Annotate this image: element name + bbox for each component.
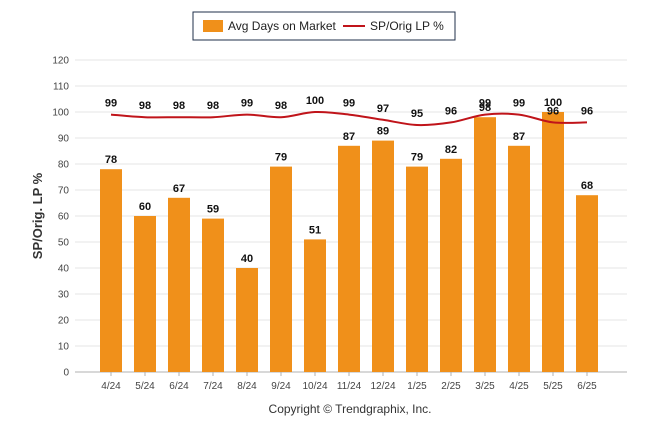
y-tick-label: 120 [52,56,69,67]
x-tick-label: 1/25 [407,381,427,392]
line-value-label: 99 [241,98,253,110]
line-value-label: 98 [275,100,287,112]
line-series [110,110,588,127]
bar-value-label: 100 [544,97,562,109]
line-series-path [110,110,588,127]
x-tick-label: 8/24 [237,381,257,392]
bar-value-label: 87 [343,131,355,143]
bar-value-label: 40 [241,253,253,265]
line-value-label: 99 [343,98,355,110]
bar [406,166,428,372]
line-value-label: 99 [105,98,117,110]
bar [202,218,224,372]
line-value-label: 98 [173,100,185,112]
bar [304,239,326,372]
y-tick-label: 30 [58,290,70,301]
bar [440,158,462,372]
bar-value-label: 68 [581,180,593,192]
bar [372,140,394,372]
line-value-label: 97 [377,103,389,115]
legend-bar-label: Avg Days on Market [228,19,336,33]
x-tick-label: 10/24 [302,381,327,392]
x-tick-label: 3/25 [475,381,495,392]
line-value-label: 96 [445,105,457,117]
y-tick-label: 0 [63,368,69,379]
x-tick-label: 7/24 [203,381,223,392]
y-tick-label: 10 [58,342,70,353]
line-value-label: 100 [306,95,324,107]
bar [338,145,360,372]
bar-value-label: 60 [139,201,151,213]
x-tick-label: 4/25 [509,381,529,392]
y-tick-label: 20 [58,316,70,327]
line-value-label: 95 [411,108,423,120]
x-tick-label: 12/24 [370,381,395,392]
x-axis-ticks: 4/24 5/24 6/24 7/24 8/24 9/24 10/24 11/24 12/24 1… [101,372,597,392]
y-tick-label: 80 [58,160,70,171]
y-tick-label: 70 [58,186,70,197]
x-tick-label: 9/24 [271,381,291,392]
y-axis-title: SP/Orig. LP % [30,172,45,259]
x-tick-label: 5/24 [135,381,155,392]
bar [100,169,122,372]
bar-value-label: 59 [207,204,219,216]
bar [576,195,598,372]
line-value-label: 96 [547,105,559,117]
bar [236,268,258,372]
bar [168,197,190,372]
x-tick-label: 2/25 [441,381,461,392]
y-tick-label: 100 [52,108,69,119]
x-tick-label: 6/25 [577,381,597,392]
bar-value-label: 98 [479,102,491,114]
y-axis-ticks: 0 10 20 30 40 50 60 70 80 90 100 110 120 [52,56,69,379]
bar-value-label: 89 [377,126,389,138]
bar [134,216,156,372]
bar-value-label: 87 [513,131,525,143]
line-value-label: 99 [479,98,491,110]
line-value-label: 98 [207,100,219,112]
bar-value-label: 82 [445,144,457,156]
chart-legend: Avg Days on Market SP/Orig LP % [192,11,456,41]
line-value-label: 96 [581,105,593,117]
bar [542,112,564,372]
line-value-label: 99 [513,98,525,110]
bar [270,166,292,372]
bar-value-label: 79 [275,152,287,164]
y-tick-label: 60 [58,212,70,223]
y-tick-label: 90 [58,134,70,145]
y-tick-label: 40 [58,264,70,275]
x-tick-label: 11/24 [337,381,362,392]
x-tick-label: 5/25 [543,381,563,392]
bar-value-label: 67 [173,183,185,195]
bar [474,117,496,372]
legend-line-label: SP/Orig LP % [370,19,444,33]
x-tick-label: 6/24 [169,381,189,392]
bar-series [100,112,598,372]
legend-box [192,11,456,41]
bar-value-label: 51 [309,224,321,236]
y-tick-label: 50 [58,238,70,249]
bar-value-label: 79 [411,152,423,164]
legend-bar-swatch [203,20,223,32]
line-value-label: 98 [139,100,151,112]
y-tick-label: 110 [53,82,69,93]
bar-value-label: 78 [105,154,117,166]
bar [508,145,530,372]
x-tick-label: 4/24 [101,381,121,392]
copyright-text: Copyright © Trendgraphix, Inc. [269,402,432,416]
